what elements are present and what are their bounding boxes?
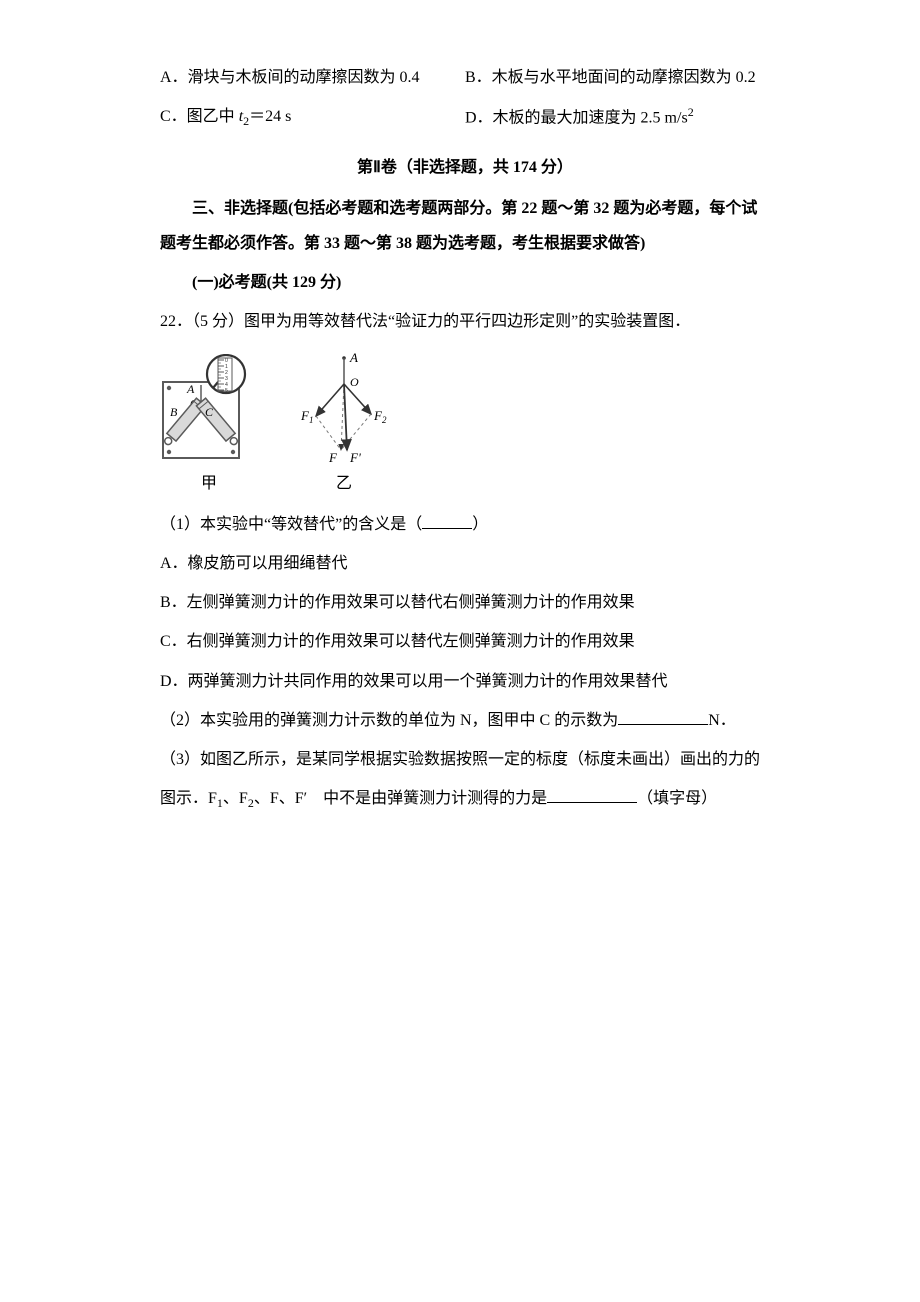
blank-p1 xyxy=(422,513,472,529)
q22-part1: （1）本实验中“等效替代”的含义是（） xyxy=(160,507,770,542)
option-D-sup: 2 xyxy=(688,105,694,119)
q22-optC: C．右侧弹簧测力计的作用效果可以替代左侧弹簧测力计的作用效果 xyxy=(160,624,770,659)
q22-p2-prefix: （2）本实验用的弹簧测力计示数的单位为 N，图甲中 C 的示数为 xyxy=(160,712,618,729)
q22-part3-line1: （3）如图乙所示，是某同学根据实验数据按照一定的标度（标度未画出）画出的力的 xyxy=(160,742,770,777)
option-D: D．木板的最大加速度为 2.5 m/s2 xyxy=(465,99,770,136)
q22-p1-text: （1）本实验中“等效替代”的含义是（） xyxy=(160,516,488,533)
fig-jia-label-A: A xyxy=(186,382,195,396)
fig-yi-F: F xyxy=(328,450,338,465)
option-C-suffix: ＝24 s xyxy=(249,108,291,125)
section-2-intro: 三、非选择题(包括必考题和选考题两部分。第 22 题～第 32 题为必考题，每个… xyxy=(160,191,770,261)
figure-yi-svg: A O F1 F2 F F' xyxy=(294,350,394,470)
q22-stem: 22．（5 分）图甲为用等效替代法“验证力的平行四边形定则”的实验装置图． xyxy=(160,304,770,339)
q22-figures: A O B C xyxy=(160,350,770,493)
figure-yi: A O F1 F2 F F' 乙 xyxy=(294,350,394,493)
option-C: C．图乙中 t2＝24 s xyxy=(160,99,453,136)
fig-jia-label-B: B xyxy=(170,405,178,419)
fig-jia-label-C: C xyxy=(205,405,214,419)
q22-part2: （2）本实验用的弹簧测力计示数的单位为 N，图甲中 C 的示数为 N． xyxy=(160,703,770,738)
q22-optB: B．左侧弹簧测力计的作用效果可以替代右侧弹簧测力计的作用效果 xyxy=(160,585,770,620)
fig-yi-A: A xyxy=(349,350,358,365)
magnifier-icon: 0 1 2 3 4 5 xyxy=(207,355,245,394)
option-A: A．滑块与木板间的动摩擦因数为 0.4 xyxy=(160,60,453,95)
q22-p3-mid2: 、F、F′ 中不是由弹簧测力计测得的力是 xyxy=(254,790,547,807)
blank-p3 xyxy=(547,787,637,803)
figure-jia-svg: A O B C xyxy=(160,354,258,470)
option-row-2: C．图乙中 t2＝24 s D．木板的最大加速度为 2.5 m/s2 xyxy=(160,99,770,136)
blank-p2 xyxy=(618,709,708,725)
fig-yi-Fp: F' xyxy=(349,450,361,465)
scale-5: 5 xyxy=(225,388,228,394)
subsection-1: (一)必考题(共 129 分) xyxy=(160,265,770,300)
figure-jia-caption: 甲 xyxy=(201,474,217,493)
q22-p3-mid1: 、F xyxy=(223,790,248,807)
fig-yi-O: O xyxy=(350,375,359,389)
fig-yi-F2: F2 xyxy=(373,408,387,425)
q22-optA: A．橡皮筋可以用细绳替代 xyxy=(160,546,770,581)
q22-optD: D．两弹簧测力计共同作用的效果可以用一个弹簧测力计的作用效果替代 xyxy=(160,664,770,699)
figure-yi-caption: 乙 xyxy=(336,474,352,493)
q22-p2-suffix: N． xyxy=(708,712,736,729)
fig-yi-F1: F1 xyxy=(300,408,313,425)
figure-jia: A O B C xyxy=(160,354,258,493)
option-B: B．木板与水平地面间的动摩擦因数为 0.2 xyxy=(465,60,770,95)
section-2-title: 第Ⅱ卷（非选择题，共 174 分） xyxy=(160,150,770,185)
q22-p3-prefix: 图示．F xyxy=(160,790,217,807)
option-row-1: A．滑块与木板间的动摩擦因数为 0.4 B．木板与水平地面间的动摩擦因数为 0.… xyxy=(160,60,770,95)
option-C-prefix: C．图乙中 xyxy=(160,108,239,125)
q22-part3-line2: 图示．F1、F2、F、F′ 中不是由弹簧测力计测得的力是（填字母） xyxy=(160,781,770,817)
q22-p3-suffix: （填字母） xyxy=(637,790,717,807)
option-D-prefix: D．木板的最大加速度为 2.5 m/s xyxy=(465,110,688,127)
